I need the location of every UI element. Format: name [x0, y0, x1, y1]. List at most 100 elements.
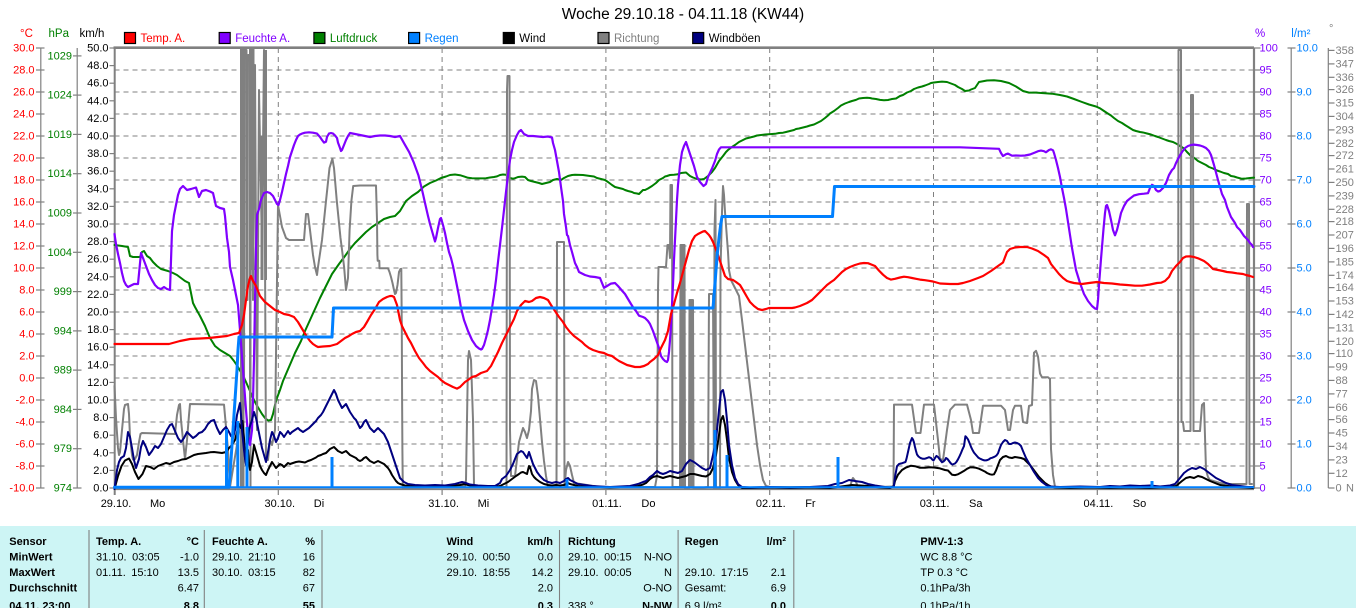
svg-text:250: 250 [1336, 177, 1354, 189]
svg-text:42.0: 42.0 [87, 113, 108, 125]
svg-text:km/h: km/h [527, 536, 553, 548]
svg-text:20.0: 20.0 [13, 153, 34, 165]
svg-text:185: 185 [1336, 256, 1354, 268]
svg-text:29.10. 00:50: 29.10. 00:50 [447, 552, 511, 564]
svg-text:23: 23 [1336, 454, 1348, 466]
svg-text:12.0: 12.0 [87, 377, 108, 389]
svg-text:1029: 1029 [48, 50, 72, 62]
svg-text:1014: 1014 [48, 168, 72, 180]
svg-text:14.0: 14.0 [87, 359, 108, 371]
svg-text:6.0: 6.0 [93, 430, 108, 442]
svg-text:18.0: 18.0 [13, 175, 34, 187]
svg-text:Mi: Mi [478, 498, 490, 510]
svg-text:4.0: 4.0 [1297, 307, 1312, 319]
svg-text:30: 30 [1260, 351, 1272, 363]
svg-text:l/m²: l/m² [766, 536, 786, 548]
svg-text:85: 85 [1260, 109, 1272, 121]
svg-text:75: 75 [1260, 153, 1272, 165]
svg-text:1.0: 1.0 [1297, 439, 1312, 451]
svg-text:Richtung: Richtung [614, 33, 659, 45]
svg-text:N-NW: N-NW [642, 601, 673, 608]
svg-text:66: 66 [1336, 402, 1348, 414]
svg-text:Windböen: Windböen [709, 33, 761, 45]
svg-text:N: N [1346, 483, 1354, 495]
svg-text:174: 174 [1336, 270, 1354, 282]
svg-text:164: 164 [1336, 282, 1354, 294]
svg-text:26.0: 26.0 [87, 254, 108, 266]
svg-text:6.9: 6.9 [771, 583, 786, 595]
svg-text:So: So [1133, 498, 1146, 510]
svg-text:01.11.: 01.11. [592, 498, 622, 510]
svg-text:-10.0: -10.0 [9, 483, 34, 495]
svg-text:km/h: km/h [80, 28, 105, 40]
svg-text:8.8: 8.8 [184, 601, 199, 608]
svg-text:29.10. 17:15: 29.10. 17:15 [685, 567, 749, 579]
svg-text:01.11. 15:10: 01.11. 15:10 [96, 567, 159, 579]
svg-text:46.0: 46.0 [87, 78, 108, 90]
svg-text:2.0: 2.0 [1297, 395, 1312, 407]
svg-text:31.10. 03:05: 31.10. 03:05 [96, 552, 160, 564]
svg-text:50: 50 [1260, 263, 1272, 275]
svg-text:40.0: 40.0 [87, 131, 108, 143]
svg-text:110: 110 [1336, 348, 1354, 360]
svg-text:5.0: 5.0 [1297, 263, 1312, 275]
svg-text:326: 326 [1336, 84, 1354, 96]
svg-text:80: 80 [1260, 131, 1272, 143]
svg-text:272: 272 [1336, 150, 1354, 162]
svg-text:WC 8.8 °C: WC 8.8 °C [920, 552, 972, 564]
svg-text:20.0: 20.0 [87, 307, 108, 319]
svg-text:8.0: 8.0 [93, 412, 108, 424]
svg-text:1019: 1019 [48, 129, 72, 141]
svg-text:40: 40 [1260, 307, 1272, 319]
svg-text:N: N [664, 567, 672, 579]
svg-text:45: 45 [1336, 428, 1348, 440]
svg-text:12: 12 [1336, 468, 1348, 480]
svg-text:MaxWert: MaxWert [9, 567, 55, 579]
svg-text:984: 984 [54, 404, 72, 416]
svg-text:0.3: 0.3 [538, 601, 553, 608]
svg-text:88: 88 [1336, 375, 1348, 387]
svg-text:45: 45 [1260, 285, 1272, 297]
svg-text:0.1hPa/1h: 0.1hPa/1h [920, 601, 970, 608]
svg-text:38.0: 38.0 [87, 148, 108, 160]
svg-text:Regen: Regen [425, 33, 459, 45]
svg-text:29.10. 00:05: 29.10. 00:05 [568, 567, 632, 579]
svg-text:4.0: 4.0 [93, 447, 108, 459]
svg-text:2.0: 2.0 [538, 583, 553, 595]
svg-text:100: 100 [1260, 43, 1278, 55]
svg-text:Temp. A.: Temp. A. [141, 33, 186, 45]
svg-text:50.0: 50.0 [87, 43, 108, 55]
svg-text:0.0: 0.0 [19, 373, 34, 385]
svg-text:16.0: 16.0 [87, 342, 108, 354]
svg-text:°C: °C [187, 536, 199, 548]
svg-text:218: 218 [1336, 216, 1354, 228]
svg-text:30.0: 30.0 [13, 43, 34, 55]
svg-text:142: 142 [1336, 309, 1354, 321]
svg-text:207: 207 [1336, 230, 1354, 242]
svg-text:10: 10 [1260, 439, 1272, 451]
svg-text:315: 315 [1336, 98, 1354, 110]
svg-text:0: 0 [1336, 483, 1342, 495]
svg-text:Wind: Wind [519, 33, 545, 45]
svg-text:24.0: 24.0 [87, 271, 108, 283]
svg-text:32.0: 32.0 [87, 201, 108, 213]
svg-text:65: 65 [1260, 197, 1272, 209]
svg-text:0.0: 0.0 [1297, 483, 1312, 495]
svg-text:99: 99 [1336, 362, 1348, 374]
svg-text:60: 60 [1260, 219, 1272, 231]
svg-text:0.0: 0.0 [538, 552, 553, 564]
svg-text:55: 55 [1260, 241, 1272, 253]
svg-text:6.0: 6.0 [1297, 219, 1312, 231]
svg-text:02.11.: 02.11. [756, 498, 786, 510]
svg-text:2.0: 2.0 [93, 465, 108, 477]
svg-text:Feuchte A.: Feuchte A. [212, 536, 268, 548]
svg-text:04.11. 23:00: 04.11. 23:00 [9, 601, 70, 608]
svg-text:04.11.: 04.11. [1084, 498, 1114, 510]
svg-text:5: 5 [1260, 461, 1266, 473]
svg-text:13.5: 13.5 [178, 567, 199, 579]
svg-text:6.9 l/m²: 6.9 l/m² [685, 601, 722, 608]
svg-text:Wind: Wind [447, 536, 474, 548]
svg-text:03.11.: 03.11. [920, 498, 950, 510]
svg-text:Regen: Regen [685, 536, 719, 548]
svg-text:30.0: 30.0 [87, 219, 108, 231]
